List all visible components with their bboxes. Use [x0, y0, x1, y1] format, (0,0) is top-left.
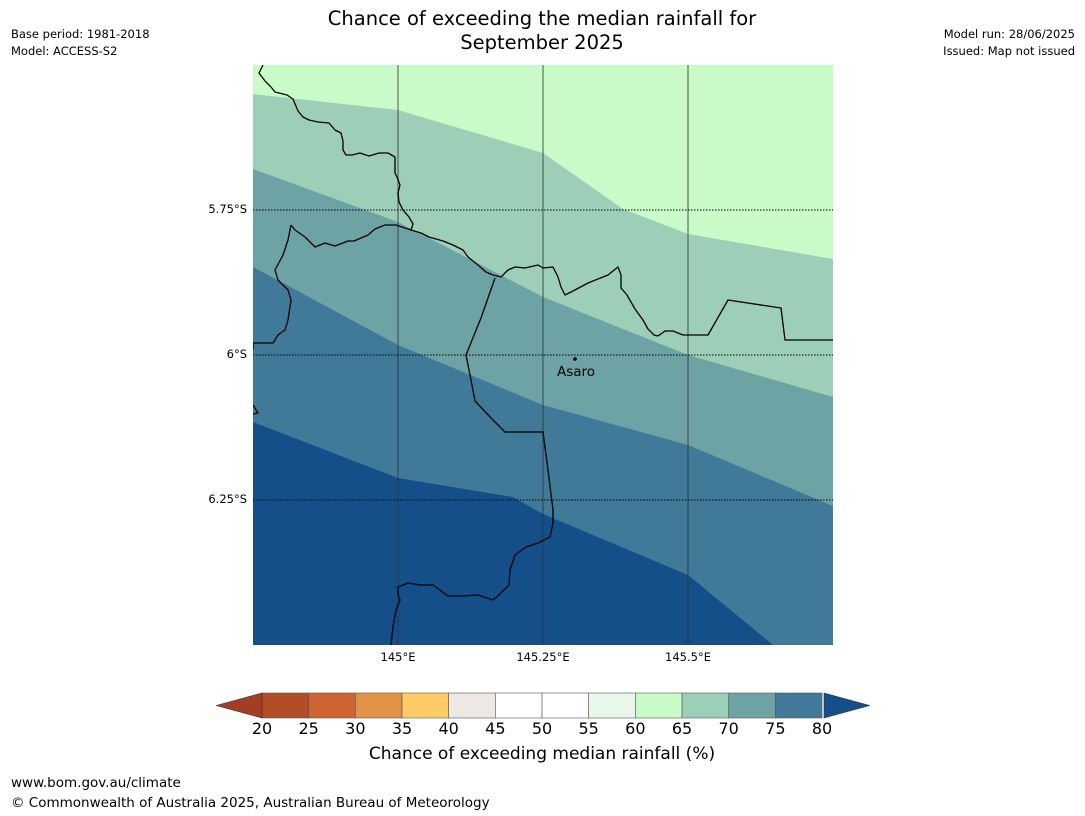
colorbar-tick-label: 30	[345, 719, 366, 738]
colorbar-cell	[401, 692, 449, 719]
lat-label-6-25s: 6.25°S	[208, 492, 247, 506]
footer-copyright: © Commonwealth of Australia 2025, Austra…	[11, 795, 490, 811]
boundary-internal-1	[390, 277, 554, 645]
lon-label-145-25e: 145.25°E	[516, 650, 570, 664]
colorbar-high-arrow	[823, 692, 870, 719]
band-above-80	[253, 422, 773, 645]
colorbar-cell	[635, 692, 683, 719]
colorbar-tick-label: 25	[298, 719, 319, 738]
boundary-west-small	[253, 404, 259, 415]
meta-left: Base period: 1981-2018 Model: ACCESS-S2	[11, 26, 150, 60]
model-text: Model: ACCESS-S2	[11, 44, 118, 58]
colorbar-cell	[681, 692, 729, 719]
colorbar	[216, 692, 870, 719]
colorbar-tick-label: 55	[578, 719, 599, 738]
colorbar-tick-label: 70	[718, 719, 739, 738]
colorbar-low-arrow	[216, 692, 263, 719]
issued-text: Issued: Map not issued	[943, 44, 1075, 58]
colorbar-tick-label: 50	[531, 719, 553, 738]
colorbar-label: Chance of exceeding median rainfall (%)	[368, 744, 716, 764]
colorbar-cell	[588, 692, 636, 719]
lat-label-5-75s: 5.75°S	[208, 202, 247, 216]
lon-label-145-5e: 145.5°E	[665, 650, 711, 664]
colorbar-tick-label: 75	[765, 719, 786, 738]
lon-label-145e: 145°E	[380, 650, 416, 664]
map-title: Chance of exceeding the median rainfall …	[242, 7, 842, 55]
model-run-text: Model run: 28/06/2025	[943, 27, 1075, 41]
asaro-label: Asaro	[557, 364, 596, 380]
colorbar-cell	[448, 692, 496, 719]
asaro-marker[interactable]	[573, 357, 577, 361]
lat-label-6s: 6°S	[226, 347, 247, 361]
colorbar-tick-label: 60	[625, 719, 646, 738]
colorbar-tick-label: 20	[251, 719, 273, 738]
base-period-text: Base period: 1981-2018	[11, 27, 150, 41]
boundary-central	[290, 224, 833, 341]
colorbar-cell	[775, 692, 823, 719]
footer-url[interactable]: www.bom.gov.au/climate	[11, 775, 181, 791]
parallel-lines	[253, 209, 833, 501]
title-line-2: September 2025	[460, 31, 624, 54]
colorbar-tick-label: 45	[485, 719, 506, 738]
colorbar-cell	[308, 692, 356, 719]
colorbar-tick-label: 80	[811, 719, 833, 738]
map-canvas[interactable]	[253, 65, 833, 645]
boundary-north	[258, 65, 414, 231]
colorbar-cell	[261, 692, 309, 719]
colorbar-tick-label: 65	[671, 719, 693, 738]
boundary-west	[253, 224, 292, 350]
title-line-1: Chance of exceeding the median rainfall …	[327, 7, 757, 30]
colorbar-cell	[355, 692, 403, 719]
colorbar-tick-label: 35	[391, 719, 413, 738]
colorbar-cell	[728, 692, 776, 719]
meta-right: Model run: 28/06/2025 Issued: Map not is…	[943, 26, 1075, 60]
colorbar-cell	[495, 692, 543, 719]
colorbar-cell	[541, 692, 589, 719]
province-boundaries	[253, 65, 833, 645]
colorbar-tick-label: 40	[438, 719, 459, 738]
